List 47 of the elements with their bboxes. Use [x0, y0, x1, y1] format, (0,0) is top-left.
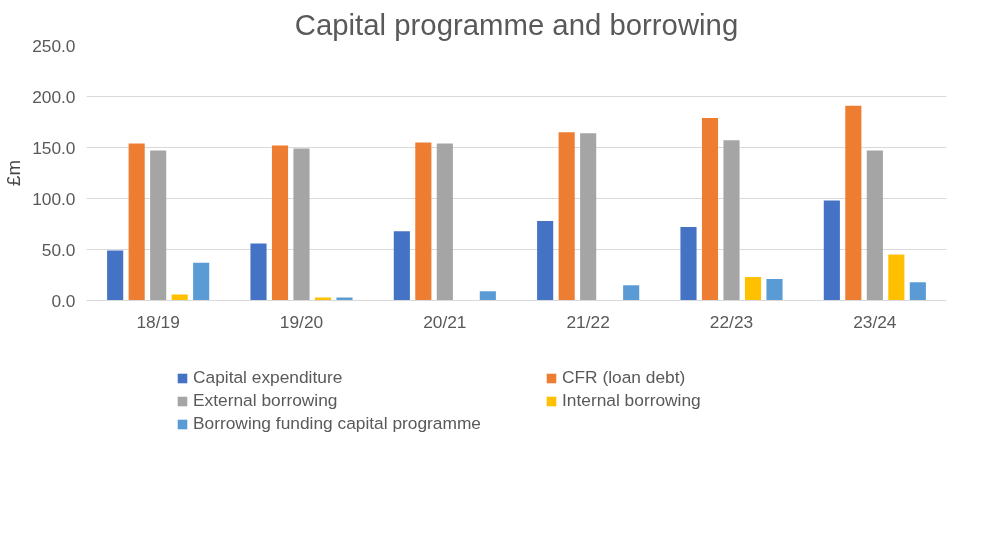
bar	[171, 294, 188, 301]
y-tick-label: 50.0	[41, 239, 76, 260]
bar	[888, 254, 905, 301]
bar	[479, 291, 496, 301]
legend-label: CFR (loan debt)	[562, 367, 687, 388]
bar	[558, 132, 575, 301]
bar	[415, 142, 432, 301]
x-tick-label: 19/20	[279, 311, 324, 332]
x-tick-label: 20/21	[423, 311, 467, 332]
bar	[766, 279, 783, 301]
bar	[823, 200, 840, 301]
x-tick-label: 21/22	[566, 311, 610, 332]
bar	[271, 145, 289, 301]
bar	[314, 297, 332, 301]
y-tick-label: 0.0	[51, 290, 76, 311]
bar	[250, 243, 267, 301]
bar	[701, 117, 719, 301]
legend-label: External borrowing	[193, 390, 339, 411]
bar	[723, 140, 740, 301]
bar	[580, 133, 597, 301]
bar	[436, 143, 453, 301]
bar	[680, 227, 697, 301]
y-tick-label: 200.0	[32, 86, 76, 107]
bar	[623, 285, 640, 301]
bar	[909, 282, 926, 301]
bar	[845, 105, 862, 301]
bar	[293, 148, 310, 301]
x-tick-label: 23/24	[853, 311, 897, 332]
legend-label: Capital expenditure	[193, 367, 344, 388]
bar	[537, 220, 554, 301]
legend-label: Borrowing funding capital programme	[193, 413, 482, 434]
y-tick-label: 150.0	[32, 137, 76, 158]
x-tick-label: 18/19	[136, 311, 180, 332]
bar	[128, 143, 145, 301]
bar	[336, 297, 353, 301]
bar	[150, 150, 167, 301]
bar	[744, 277, 762, 301]
bar	[107, 250, 124, 301]
y-axis-title: £m	[3, 160, 25, 186]
y-tick-label: 250.0	[32, 35, 76, 56]
legend-label: Internal borrowing	[562, 390, 702, 411]
bar	[393, 231, 410, 301]
bar	[193, 262, 210, 301]
y-tick-label: 100.0	[32, 188, 76, 209]
chart-title: Capital programme and borrowing	[294, 7, 739, 41]
x-tick-label: 22/23	[709, 311, 754, 332]
bar	[866, 150, 883, 301]
